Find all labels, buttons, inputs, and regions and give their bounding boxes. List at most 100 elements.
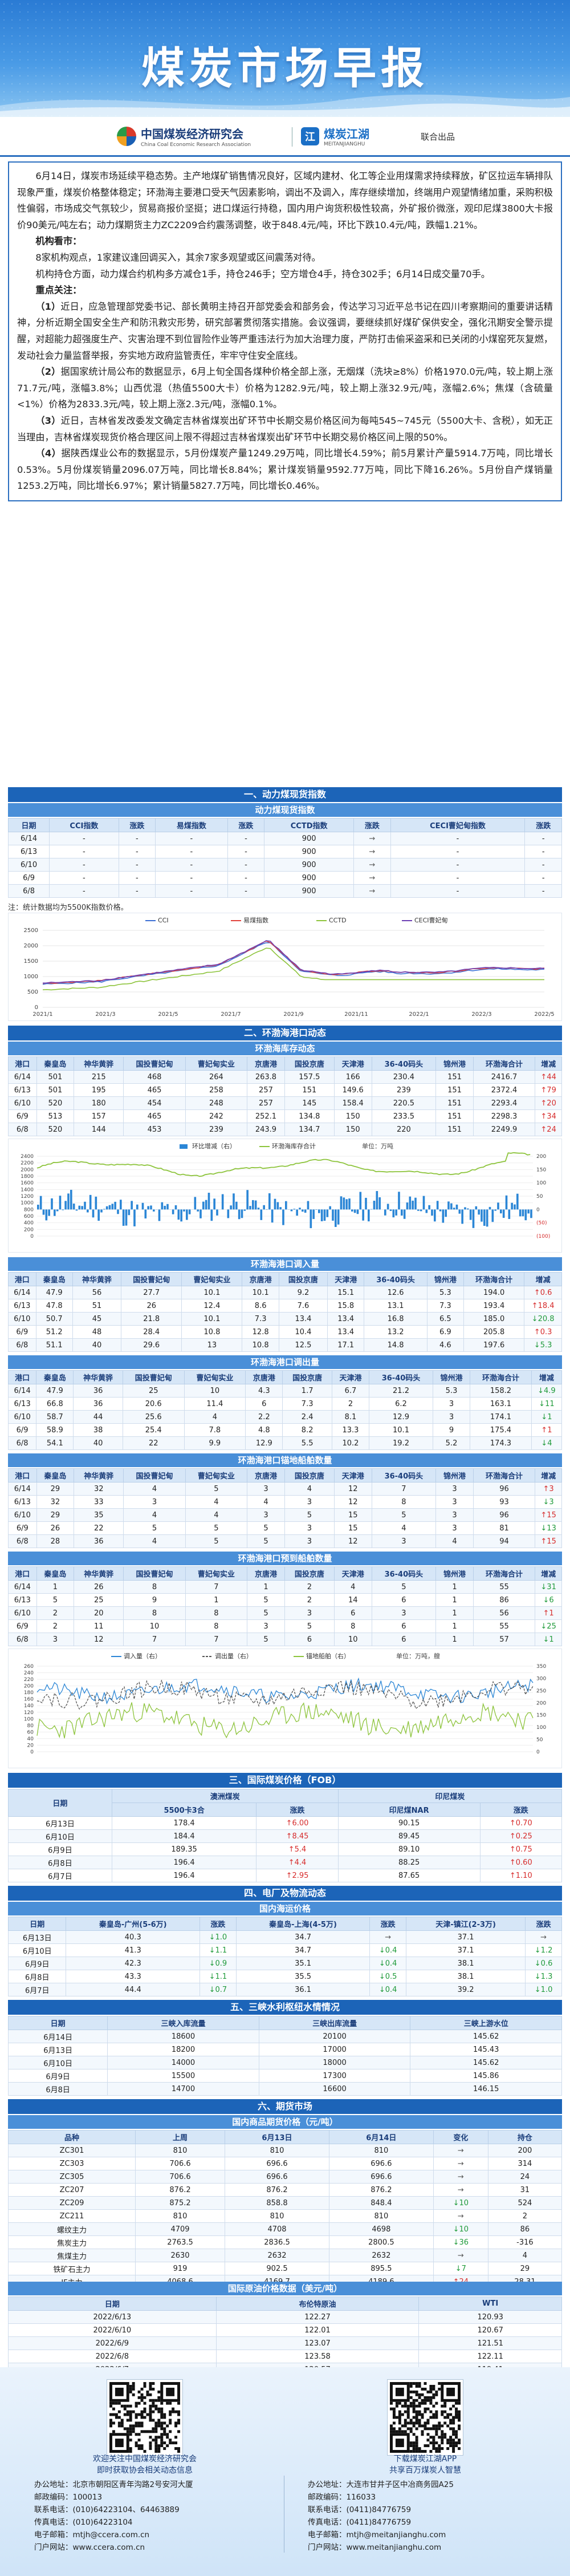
qr-module bbox=[409, 2444, 413, 2448]
table-cell: 696.6 bbox=[328, 2157, 434, 2170]
qr-module bbox=[418, 2421, 421, 2425]
qr-module bbox=[404, 2421, 407, 2425]
table-cell: 2763.5 bbox=[135, 2235, 226, 2249]
table-cell: ↓31 bbox=[535, 1580, 562, 1594]
qr-module bbox=[452, 2430, 455, 2433]
table-cell: 34.7 bbox=[235, 1943, 370, 1957]
qr-module bbox=[418, 2401, 421, 2405]
bohai-inventory-table: 港口 秦皇岛 神华黄骅 国投曹妃甸 曹妃甸实业 京唐港 国投京唐 天津港 36-40码头 锦州港环… bbox=[8, 1056, 562, 1136]
legend-label: 锚地船舶（右） bbox=[306, 1652, 350, 1660]
table-cell: 35.1 bbox=[235, 1957, 370, 1970]
table-cell: 184.4 bbox=[111, 1829, 257, 1843]
y-tick-label: 220 bbox=[24, 1677, 34, 1683]
domestic-futures-table: 品种 上周 6月13日 6月14日 变化 持仓 ZC301 810 810 810 → 200 ZC30… bbox=[8, 2130, 563, 2289]
app-qr-code[interactable] bbox=[388, 2380, 463, 2455]
qr-module bbox=[390, 2427, 393, 2431]
bar bbox=[310, 1209, 312, 1229]
table-row: 6月7日 196.4 ↑2.95 87.65 ↑1.10 bbox=[8, 1869, 563, 1882]
qr-module bbox=[412, 2401, 416, 2405]
table-cell: 145.62 bbox=[410, 2030, 562, 2043]
qr-module bbox=[406, 2427, 410, 2431]
table-cell: - bbox=[155, 832, 228, 845]
table-cell: 6/14 bbox=[7, 1384, 37, 1398]
table-cell: ↓10 bbox=[433, 2222, 488, 2236]
bar bbox=[378, 1197, 381, 1210]
table-cell: 1 bbox=[435, 1633, 474, 1646]
qr-module bbox=[152, 2430, 155, 2433]
y-tick-label: 100 bbox=[24, 1716, 34, 1722]
ccera-qr-code[interactable] bbox=[107, 2380, 182, 2455]
table-cell: ZC301 bbox=[8, 2144, 136, 2157]
table-cell: 6/9 bbox=[8, 1109, 37, 1123]
table-cell: ↓1.2 bbox=[525, 1943, 562, 1957]
bar bbox=[409, 1196, 412, 1210]
table-cell: 6月8日 bbox=[7, 2082, 108, 2096]
table-cell: 6/13 bbox=[8, 1593, 37, 1607]
table-cell: ↓0.7 bbox=[199, 1983, 237, 1996]
table-cell: 3 bbox=[247, 1482, 285, 1496]
table-cell: 6/10 bbox=[8, 1508, 37, 1522]
column-header: 港口 bbox=[8, 1056, 37, 1071]
table-cell: 810 bbox=[135, 2144, 226, 2157]
column-header: 天津港 bbox=[333, 1566, 372, 1581]
bar bbox=[439, 1209, 442, 1212]
bar bbox=[467, 1208, 469, 1210]
qr-module bbox=[426, 2444, 430, 2448]
bar bbox=[120, 1200, 122, 1210]
qr-module bbox=[435, 2430, 438, 2433]
focus-item-number: （2） bbox=[35, 366, 61, 378]
table-cell: 8 bbox=[123, 1580, 186, 1594]
column-header: 变化 bbox=[433, 2130, 488, 2144]
table-cell: 5.3 bbox=[426, 1286, 465, 1299]
table-cell: 6.5 bbox=[426, 1312, 465, 1326]
qr-module bbox=[132, 2387, 135, 2391]
table-cell: 6 bbox=[245, 1397, 283, 1411]
table-cell: 5 bbox=[185, 1521, 248, 1535]
table-cell: 5.5 bbox=[282, 1436, 332, 1450]
qr-module bbox=[412, 2447, 416, 2451]
port-flow-chart: 调入量（右） 调出量（右） 锚地船舶（右） 单位：万吨，艘 0 20 40 60 80 100 12… bbox=[8, 1649, 562, 1768]
bar bbox=[323, 1209, 326, 1221]
bar bbox=[497, 1202, 499, 1210]
table-cell: 15 bbox=[333, 1521, 372, 1535]
qr-module bbox=[109, 2404, 112, 2408]
table-header-row: 港口 秦皇岛 神华黄骅 国投曹妃甸 曹妃甸实业 京唐港 国投京唐 天津港 36-40码头 锦州港环… bbox=[8, 1566, 562, 1581]
qr-module bbox=[149, 2430, 152, 2433]
qr-module bbox=[137, 2421, 141, 2425]
qr-module bbox=[406, 2407, 410, 2411]
qr-module bbox=[137, 2413, 141, 2416]
table-cell: 257 bbox=[247, 1083, 285, 1097]
qr-module bbox=[160, 2421, 164, 2425]
bar bbox=[92, 1209, 95, 1218]
bar bbox=[373, 1201, 376, 1210]
qr-module bbox=[140, 2410, 144, 2413]
qr-module bbox=[441, 2439, 444, 2442]
table-cell: 42.3 bbox=[66, 1957, 200, 1970]
qr-module bbox=[438, 2421, 441, 2425]
table-cell: ↓3 bbox=[535, 1495, 562, 1509]
qr-module bbox=[137, 2390, 141, 2393]
column-header: 6月14日 bbox=[328, 2130, 434, 2144]
table-cell: ↑1 bbox=[531, 1423, 563, 1437]
column-header: 涨跌 bbox=[227, 818, 265, 832]
subsection-spot-index: 动力煤现货指数 bbox=[8, 803, 562, 817]
table-row: 6月9日 189.35 ↑5.4 89.10 ↑0.75 bbox=[8, 1842, 563, 1856]
qr-module bbox=[452, 2416, 455, 2419]
table-cell: 8 bbox=[371, 1495, 437, 1509]
table-cell: 2632 bbox=[328, 2249, 434, 2262]
qr-module bbox=[149, 2384, 152, 2388]
qr-module bbox=[429, 2399, 433, 2402]
bar bbox=[141, 1202, 144, 1210]
focus-item-1: （1）近日，应急管理部党委书记、部长黄明主持召开部党委会和部务会，传达学习习近平… bbox=[17, 299, 553, 364]
qr-module bbox=[418, 2447, 421, 2451]
qr-module bbox=[129, 2430, 132, 2433]
table-row: 6/8 28 36 4 5 5 3 12 3 4 94 ↑15 bbox=[8, 1534, 562, 1548]
table-row: 6/13 66.8 36 20.6 11.4 6 7.3 2 6.2 3 163.1 ↓11 bbox=[7, 1397, 563, 1411]
banner-dot-pattern bbox=[0, 0, 570, 117]
y-tick-label: 260 bbox=[24, 1664, 34, 1670]
column-header: 三峡入库流量 bbox=[107, 2016, 259, 2030]
bar bbox=[417, 1209, 420, 1211]
bar bbox=[464, 1207, 466, 1210]
table-cell: 3 bbox=[284, 1521, 335, 1535]
bar bbox=[166, 1204, 169, 1210]
